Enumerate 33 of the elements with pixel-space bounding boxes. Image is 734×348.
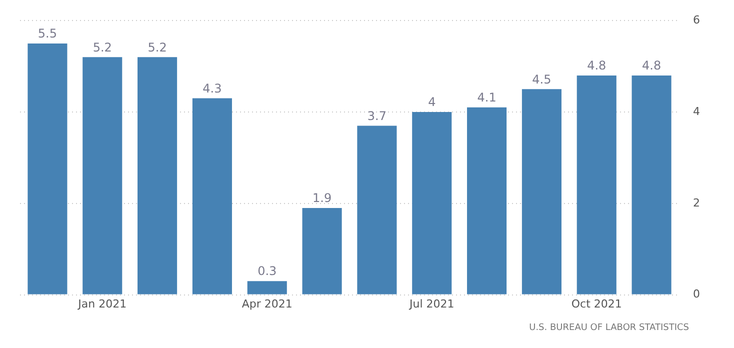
- bar: [28, 43, 68, 294]
- bar: [82, 57, 122, 294]
- data-label: 3.7: [367, 108, 387, 123]
- data-label: 1.9: [312, 191, 332, 206]
- data-label: 5.5: [38, 26, 58, 41]
- data-label: 5.2: [92, 40, 112, 54]
- x-tick-label: Apr 2021: [242, 297, 292, 310]
- data-label: 5.2: [148, 40, 167, 54]
- bar: [192, 98, 232, 294]
- bar: [576, 75, 616, 294]
- data-label: 4: [428, 95, 436, 110]
- bar: [412, 112, 452, 294]
- y-tick-label: 4: [693, 104, 700, 118]
- data-label: 4.8: [587, 58, 606, 73]
- x-tick-label: Jan 2021: [77, 297, 127, 310]
- y-tick-label: 2: [693, 196, 700, 210]
- data-label: 4.5: [532, 72, 552, 86]
- bar: [138, 57, 178, 294]
- data-label: 0.3: [258, 264, 277, 278]
- bar: [302, 208, 342, 294]
- bar: [467, 107, 507, 294]
- bar: [632, 75, 672, 294]
- data-label: 4.3: [202, 81, 222, 96]
- text: U.S. BUREAU OF LABOR STATISTICS: [529, 322, 690, 333]
- y-tick-label: 6: [693, 13, 700, 26]
- x-tick-label: Oct 2021: [571, 297, 622, 310]
- x-tick-label: Jul 2021: [408, 297, 454, 310]
- bar: [247, 281, 287, 294]
- data-label: 4.8: [642, 58, 662, 73]
- y-tick-label: 0: [693, 288, 700, 301]
- bar: [522, 89, 562, 294]
- data-label: 4.1: [477, 90, 496, 105]
- bar: [357, 126, 397, 294]
